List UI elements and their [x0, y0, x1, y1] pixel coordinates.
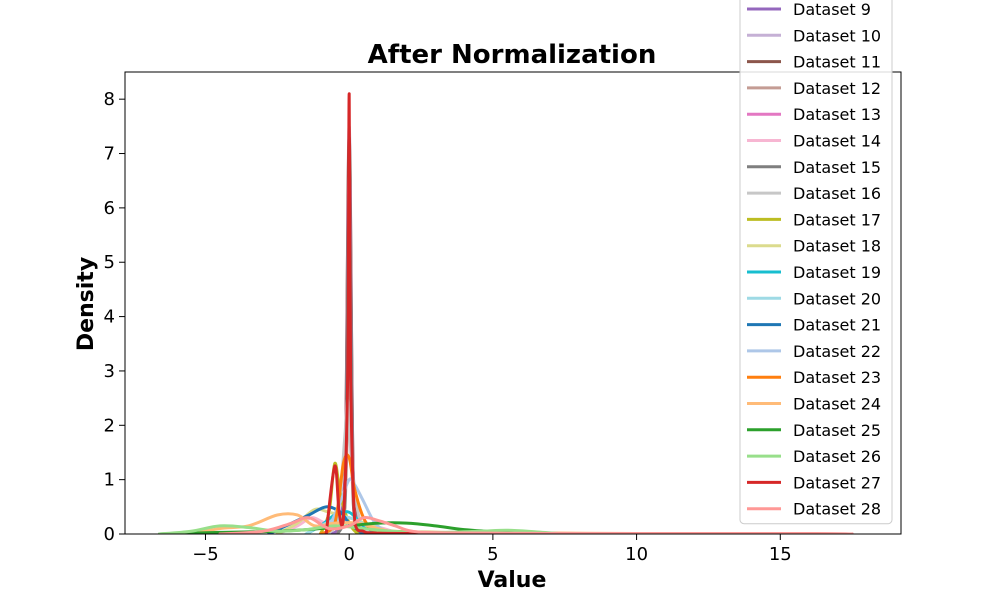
y-tick-label: 7 [104, 144, 115, 165]
series-line-20 [218, 515, 854, 534]
legend-label: Dataset 22 [793, 342, 881, 361]
legend-label: Dataset 16 [793, 184, 881, 203]
chart-title: After Normalization [368, 40, 657, 70]
legend-label: Dataset 19 [793, 263, 881, 282]
legend-box [739, 0, 893, 525]
legend-label: Dataset 15 [793, 158, 881, 177]
y-axis-title: Density [74, 257, 99, 351]
legend-label: Dataset 24 [793, 395, 881, 414]
y-axis: 0 1 2 3 4 5 6 7 8 [104, 89, 125, 545]
legend-label: Dataset 9 [793, 0, 871, 19]
legend-label: Dataset 20 [793, 289, 881, 308]
x-axis-title: Value [478, 568, 547, 593]
y-tick-label: 5 [104, 252, 115, 273]
legend-label: Dataset 18 [793, 237, 881, 256]
y-tick-label: 3 [104, 361, 115, 382]
legend-label: Dataset 17 [793, 210, 881, 229]
y-tick-label: 1 [104, 470, 115, 491]
x-tick-label: 15 [769, 544, 792, 565]
legend-label: Dataset 27 [793, 473, 881, 492]
x-tick-label: 5 [487, 544, 498, 565]
legend-label: Dataset 13 [793, 105, 881, 124]
x-axis: −5 0 5 10 15 [192, 534, 792, 565]
legend-label: Dataset 28 [793, 500, 881, 519]
legend-label: Dataset 23 [793, 368, 881, 387]
y-tick-label: 8 [104, 89, 115, 110]
x-tick-label: 0 [343, 544, 354, 565]
legend-label: Dataset 10 [793, 26, 881, 45]
y-tick-label: 2 [104, 415, 115, 436]
y-tick-label: 0 [104, 524, 115, 545]
plot-area [124, 71, 902, 535]
legend-label: Dataset 21 [793, 316, 881, 335]
y-tick-label: 4 [104, 307, 115, 328]
legend: Dataset 9 Dataset 10 Dataset 11 Dataset 12 D… [739, 0, 893, 525]
legend-label: Dataset 11 [793, 53, 881, 72]
x-tick-label: 10 [625, 544, 648, 565]
legend-label: Dataset 25 [793, 421, 881, 440]
legend-label: Dataset 14 [793, 132, 881, 151]
legend-label: Dataset 26 [793, 447, 881, 466]
x-tick-label: −5 [192, 544, 219, 565]
plot-frame [124, 71, 902, 535]
legend-label: Dataset 12 [793, 79, 881, 98]
y-tick-label: 6 [104, 198, 115, 219]
